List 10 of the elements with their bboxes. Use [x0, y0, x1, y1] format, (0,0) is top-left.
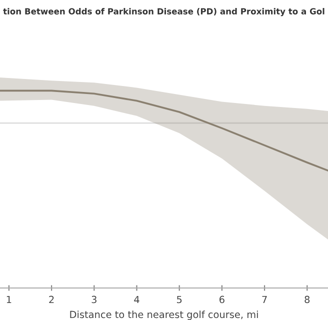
- x-tick-label: 4: [134, 296, 140, 304]
- x-tick-label: 7: [262, 296, 267, 304]
- x-tick-label: 6: [220, 296, 224, 304]
- x-tick-label: 8: [304, 296, 310, 304]
- x-tick-label: 1: [6, 296, 12, 304]
- x-axis-title: Distance to the nearest golf course, mi: [70, 310, 258, 320]
- x-tick-label: 2: [49, 296, 54, 304]
- chart-title: tion Between Odds of Parkinson Disease (PD) and Proximity to a Gol: [3, 8, 324, 16]
- x-tick-label: 3: [92, 296, 96, 304]
- x-tick-label: 5: [176, 296, 182, 304]
